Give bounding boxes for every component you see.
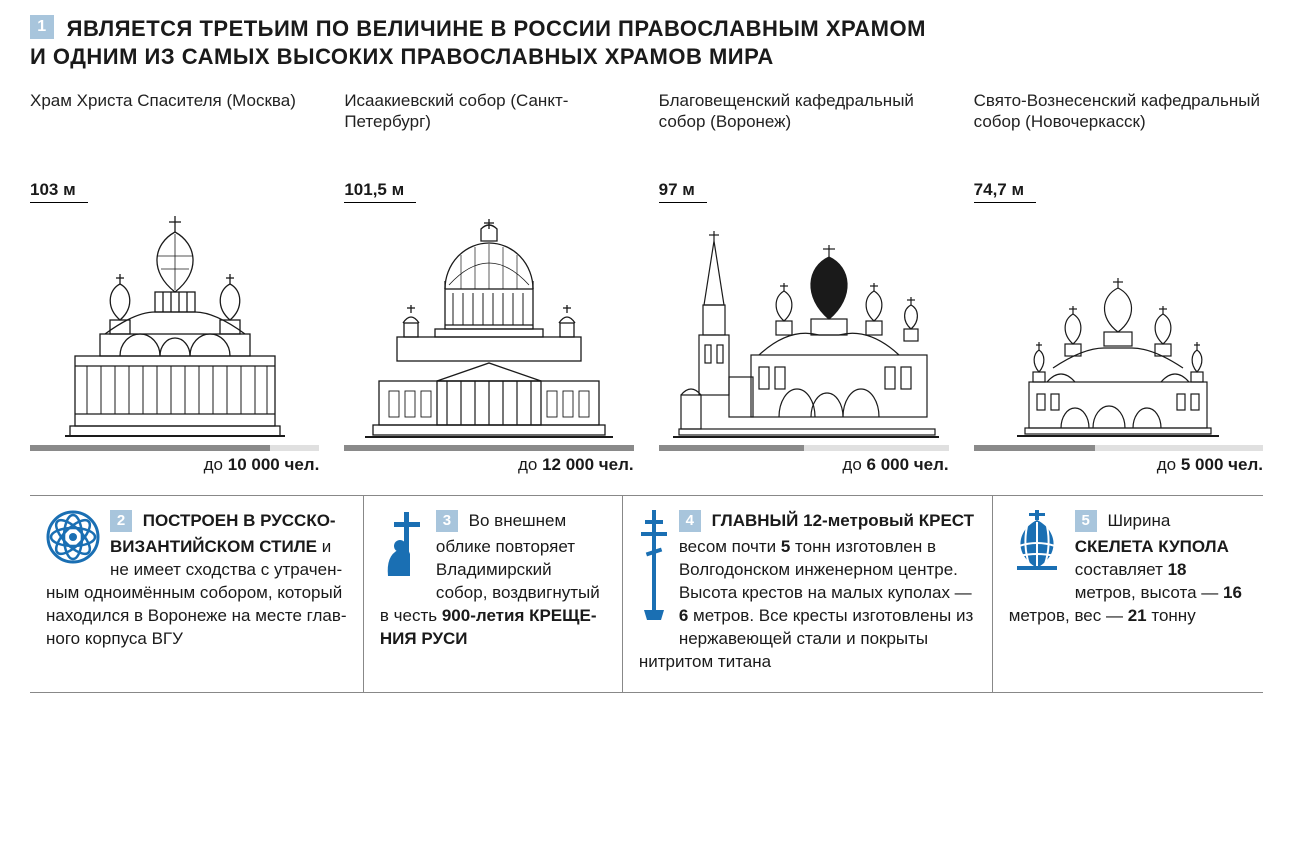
capacity-bar — [30, 445, 319, 451]
fact-2: 2 ПОСТРОЕН В РУССКО-ВИЗАН­ТИЙСКОМ СТИЛЕ … — [30, 496, 363, 692]
fact-badge: 2 — [110, 510, 132, 532]
height-label: 101,5 м — [344, 180, 416, 203]
headline-badge: 1 — [30, 15, 54, 39]
fact-4: 4 ГЛАВНЫЙ 12-метровый КРЕСТ весом почти … — [622, 496, 992, 692]
capacity-text: до 10 000 чел. — [30, 455, 319, 475]
tall-cross-icon — [639, 510, 669, 627]
cathedral-illustration — [30, 209, 319, 439]
capacity-text: до 12 000 чел. — [344, 455, 633, 475]
cathedral-3: Свято-Вознесенский кафедральный собор (Н… — [974, 90, 1263, 475]
fact-lead: ГЛАВНЫЙ 12-метровый КРЕСТ — [712, 511, 974, 530]
capacity-bar — [659, 445, 949, 451]
cathedral-illustration — [974, 209, 1263, 439]
fact-badge: 3 — [436, 510, 458, 532]
capacity-bar-fill — [974, 445, 1096, 451]
height-label: 74,7 м — [974, 180, 1036, 203]
cathedral-illustration — [659, 209, 949, 439]
capacity-bar-fill — [344, 445, 633, 451]
height-label: 103 м — [30, 180, 88, 203]
cathedral-name: Храм Христа Спасителя (Москва) — [30, 90, 319, 180]
capacity-bar-fill — [659, 445, 804, 451]
fact-lead: ПОСТРОЕН В РУССКО-ВИЗАН­ТИЙСКОМ СТИЛЕ — [110, 511, 336, 556]
cathedral-2: Благовещенский кафедральный собор (Ворон… — [659, 90, 949, 475]
fact-badge: 5 — [1075, 510, 1097, 532]
cathedral-name: Свято-Вознесенский кафедральный собор (Н… — [974, 90, 1263, 180]
capacity-bar — [344, 445, 633, 451]
cathedral-1: Исаакиевский собор (Санкт-Петербург) 101… — [344, 90, 633, 475]
height-label: 97 м — [659, 180, 707, 203]
figure-cross-icon — [380, 510, 426, 583]
headline: 1 ЯВЛЯЕТСЯ ТРЕТЬИМ ПО ВЕЛИЧИНЕ В РОССИИ … — [30, 15, 1263, 70]
dome-icon — [1009, 510, 1065, 579]
facts-row: 2 ПОСТРОЕН В РУССКО-ВИЗАН­ТИЙСКОМ СТИЛЕ … — [30, 495, 1263, 693]
capacity-text: до 6 000 чел. — [659, 455, 949, 475]
capacity-bar — [974, 445, 1263, 451]
fact-body: весом почти 5 тонн изго­тов­лен в Волго­… — [639, 537, 973, 671]
cathedral-name: Исаакиевский собор (Санкт-Петербург) — [344, 90, 633, 180]
fact-badge: 4 — [679, 510, 701, 532]
cathedral-0: Храм Христа Спасителя (Москва) 103 м — [30, 90, 319, 475]
capacity-bar-fill — [30, 445, 270, 451]
headline-line2: И ОДНИМ ИЗ САМЫХ ВЫСОКИХ ПРАВОСЛАВНЫХ ХР… — [30, 44, 774, 69]
cathedral-row: Храм Христа Спасителя (Москва) 103 м — [30, 90, 1263, 475]
fact-3: 3 Во внеш­нем обли­ке повто­ряет Влади­м… — [363, 496, 622, 692]
cathedral-illustration — [344, 209, 633, 439]
headline-line1: ЯВЛЯЕТСЯ ТРЕТЬИМ ПО ВЕЛИЧИНЕ В РОССИИ ПР… — [67, 16, 926, 41]
capacity-text: до 5 000 чел. — [974, 455, 1263, 475]
cathedral-name: Благовещенский кафедральный собор (Ворон… — [659, 90, 949, 180]
fact-5: 5 Ширина СКЕЛЕТА КУПОЛА со­став­ляет 18 … — [992, 496, 1263, 692]
rosette-icon — [46, 510, 100, 571]
